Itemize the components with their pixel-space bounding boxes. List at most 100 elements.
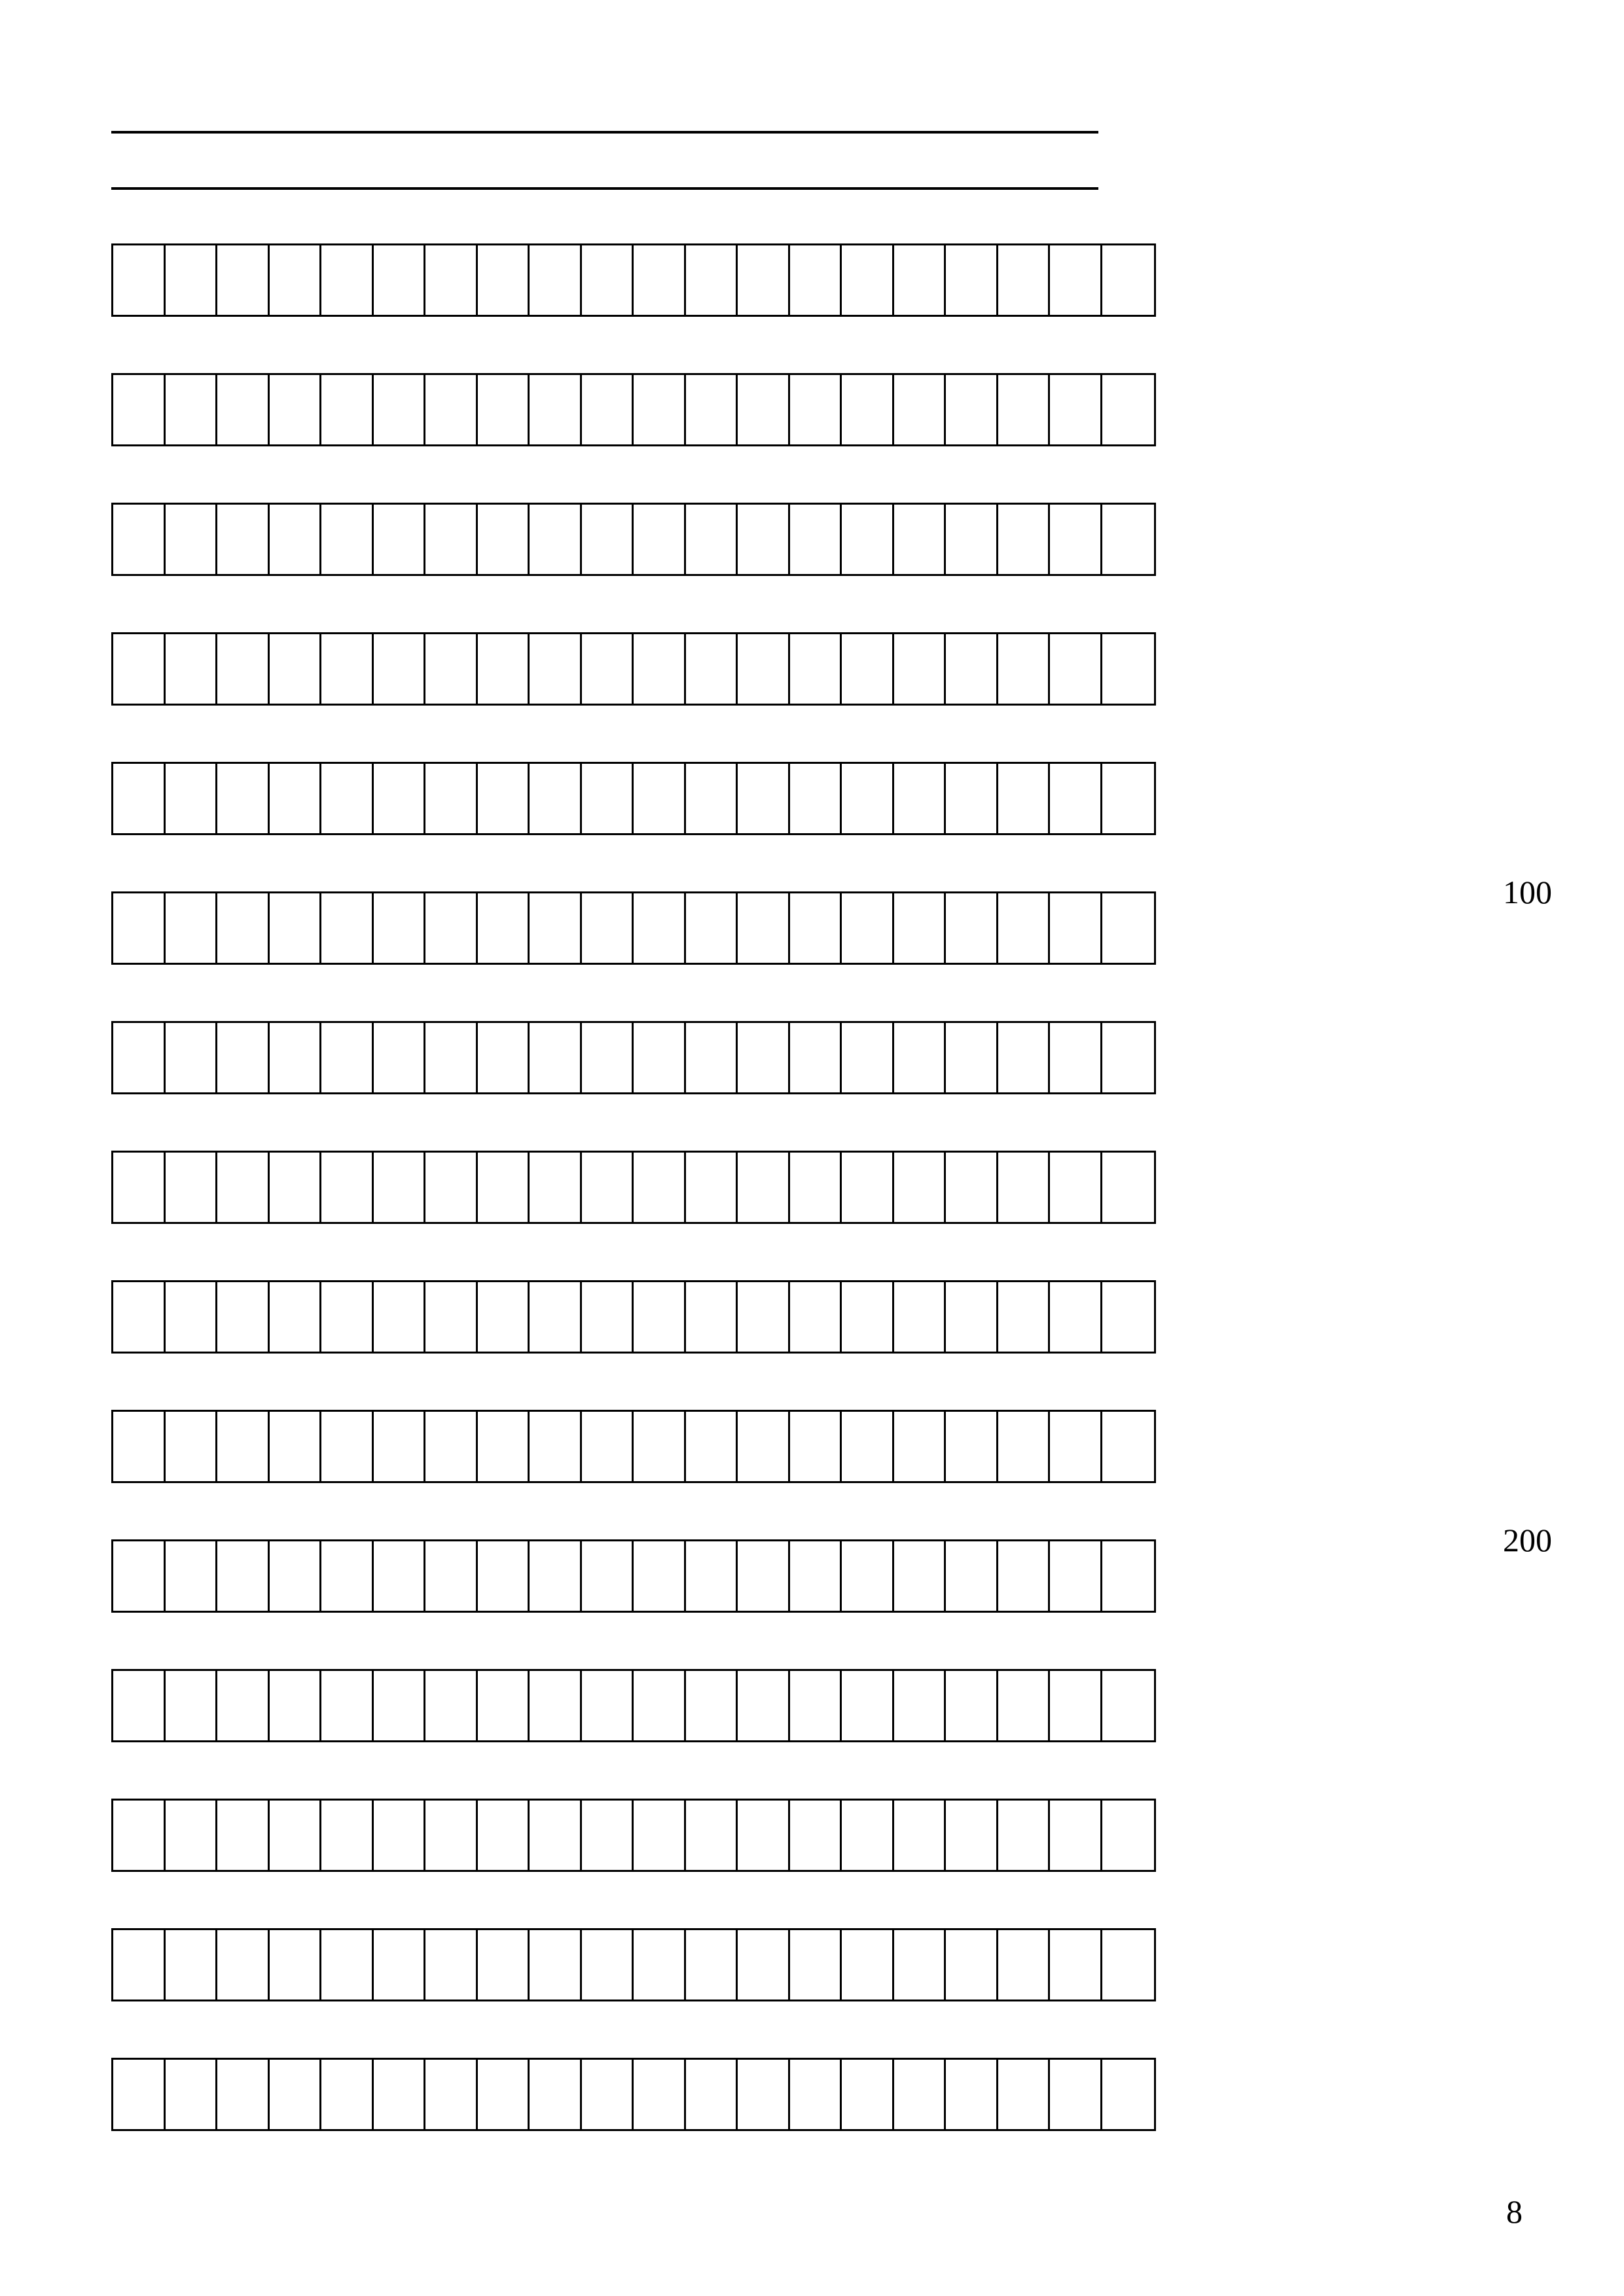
grid-cell (998, 764, 1051, 833)
grid-row (111, 762, 1156, 835)
grid-cell (946, 1801, 998, 1870)
grid-cell (530, 1412, 582, 1481)
page-number: 8 (1506, 2193, 1523, 2231)
grid-cell (686, 1023, 738, 1092)
grid-cell (478, 1412, 530, 1481)
grid-cell (1102, 764, 1155, 833)
grid-cell (217, 1671, 270, 1740)
grid-row (111, 373, 1156, 446)
grid-cell (946, 1541, 998, 1611)
grid-cell (1050, 1282, 1102, 1352)
grid-cell (738, 764, 790, 833)
grid-cell (217, 764, 270, 833)
grid-cell (946, 1412, 998, 1481)
grid-cell (478, 893, 530, 963)
grid-cell (425, 505, 478, 574)
grid-cell (894, 1282, 947, 1352)
grid-cell (842, 375, 894, 444)
grid-cell (842, 1930, 894, 2000)
grid-cell (321, 505, 374, 574)
grid-cell (582, 1023, 634, 1092)
grid-cell (1102, 893, 1155, 963)
grid-cell (321, 2060, 374, 2129)
grid-cell (530, 1023, 582, 1092)
grid-cell (1050, 505, 1102, 574)
grid-row (111, 1021, 1156, 1094)
grid-cell (217, 245, 270, 315)
grid-cell (634, 1541, 686, 1611)
grid-cell (270, 634, 322, 704)
grid-cell (894, 2060, 947, 2129)
grid-cell (166, 764, 218, 833)
header-lines (111, 131, 1624, 190)
grid-cell (842, 1541, 894, 1611)
grid-cell (894, 634, 947, 704)
grid-cell (790, 1023, 842, 1092)
grid-cell (530, 1153, 582, 1222)
grid-cell (425, 375, 478, 444)
grid-cell (478, 245, 530, 315)
grid-cell (166, 375, 218, 444)
grid-cell (113, 764, 166, 833)
grid-cell (166, 1153, 218, 1222)
grid-cell (634, 1023, 686, 1092)
grid-cell (1050, 634, 1102, 704)
grid-cell (478, 1801, 530, 1870)
grid-cell (686, 1930, 738, 2000)
grid-cell (738, 1412, 790, 1481)
grid-cell (270, 1801, 322, 1870)
grid-cell (1102, 1153, 1155, 1222)
grid-cell (478, 1023, 530, 1092)
grid-cell (530, 764, 582, 833)
grid-cell (478, 1671, 530, 1740)
grid-cell (686, 1541, 738, 1611)
grid-cell (686, 375, 738, 444)
grid-cell (374, 1671, 426, 1740)
grid-cell (321, 1282, 374, 1352)
grid-cell (998, 1023, 1051, 1092)
grid-cell (1050, 1541, 1102, 1611)
grid-cell (270, 893, 322, 963)
grid-cell (1050, 245, 1102, 315)
character-count-label: 100 (1503, 873, 1552, 911)
header-rule-line (111, 131, 1098, 134)
grid-cell (374, 2060, 426, 2129)
grid-cell (1050, 375, 1102, 444)
grid-cell (1102, 1541, 1155, 1611)
grid-cell (530, 893, 582, 963)
grid-cell (321, 893, 374, 963)
grid-cell (321, 1801, 374, 1870)
grid-cell (842, 764, 894, 833)
grid-cell (530, 245, 582, 315)
grid-cell (1050, 2060, 1102, 2129)
grid-row (111, 1410, 1156, 1483)
grid-cell (946, 1023, 998, 1092)
grid-cell (790, 375, 842, 444)
grid-cell (113, 1801, 166, 1870)
grid-cell (1050, 1930, 1102, 2000)
grid-row (111, 1539, 1156, 1613)
grid-cell (842, 1412, 894, 1481)
grid-cell (530, 1930, 582, 2000)
grid-cell (478, 375, 530, 444)
grid-cell (321, 1930, 374, 2000)
grid-cell (790, 764, 842, 833)
grid-cell (374, 245, 426, 315)
grid-cell (270, 1023, 322, 1092)
grid-cell (582, 764, 634, 833)
grid-cell (166, 245, 218, 315)
grid-cell (738, 893, 790, 963)
grid-cell (374, 893, 426, 963)
grid-cell (790, 893, 842, 963)
grid-cell (374, 1153, 426, 1222)
grid-cell (1102, 1671, 1155, 1740)
grid-row (111, 503, 1156, 576)
grid-cell (478, 634, 530, 704)
grid-cell (738, 1801, 790, 1870)
grid-cell (374, 1023, 426, 1092)
grid-cell (738, 634, 790, 704)
grid-cell (582, 1930, 634, 2000)
grid-cell (894, 1801, 947, 1870)
grid-cell (894, 245, 947, 315)
grid-cell (478, 764, 530, 833)
